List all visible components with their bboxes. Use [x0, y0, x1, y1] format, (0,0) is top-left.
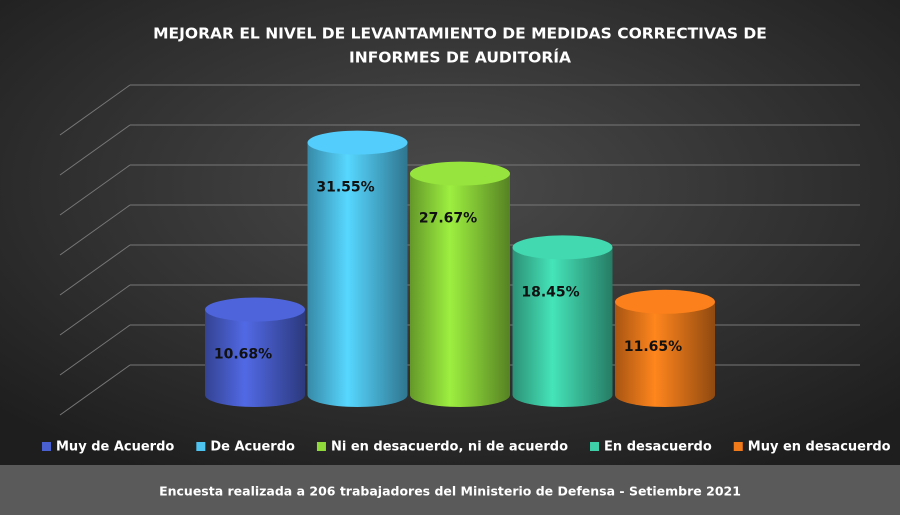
legend-label: En desacuerdo [604, 440, 712, 455]
grid-line [59, 284, 131, 336]
bar-top [410, 161, 510, 186]
bar-top [205, 297, 305, 322]
chart-title: MEJORAR EL NIVEL DE LEVANTAMIENTO DE MED… [153, 25, 767, 43]
legend-swatch [733, 442, 743, 451]
data-label: 18.45% [521, 284, 579, 300]
bar-top [512, 235, 613, 260]
grid-line [59, 164, 131, 216]
legend-swatch [590, 442, 600, 451]
data-label: 11.65% [624, 339, 682, 355]
footer-band [0, 465, 900, 515]
data-label: 10.68% [214, 347, 272, 363]
bar [410, 173, 510, 407]
data-label: 27.67% [419, 211, 477, 227]
grid-line [59, 364, 131, 416]
data-label: 31.55% [316, 180, 374, 196]
bar [307, 142, 408, 407]
chart-title: INFORMES DE AUDITORÍA [349, 48, 571, 67]
legend-swatch [316, 442, 326, 451]
footer-note: Encuesta realizada a 206 trabajadores de… [159, 484, 741, 499]
legend-label: Muy de Acuerdo [56, 440, 174, 455]
bar [512, 247, 613, 407]
grid-line [59, 84, 131, 136]
legend-swatch [42, 442, 51, 451]
legend-label: De Acuerdo [210, 440, 295, 455]
legend-label: Muy en desacuerdo [748, 440, 891, 455]
bar [615, 301, 715, 407]
bar-top [307, 130, 408, 155]
bar [205, 309, 305, 407]
bar-top [615, 289, 715, 314]
grid-line [59, 324, 131, 376]
grid-line [59, 124, 131, 176]
grid-line [59, 204, 131, 256]
legend-swatch [196, 442, 206, 451]
legend-label: Ni en desacuerdo, ni de acuerdo [331, 440, 568, 455]
grid-line [59, 244, 131, 296]
